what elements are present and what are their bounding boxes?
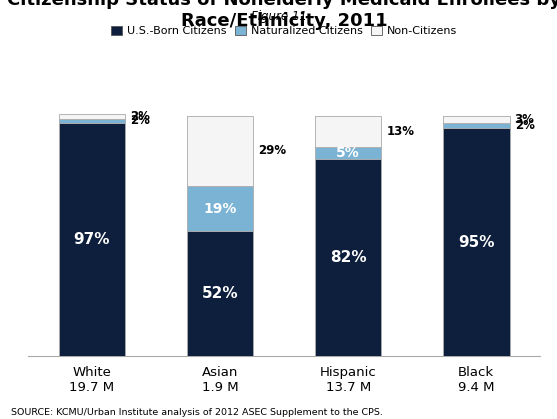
Bar xyxy=(58,119,125,123)
Text: 13%: 13% xyxy=(387,125,414,138)
Bar xyxy=(58,123,125,356)
Title: Citizenship Status of Nonelderly Medicaid Enrollees by
Race/Ethnicity, 2011: Citizenship Status of Nonelderly Medicai… xyxy=(7,0,557,29)
Bar xyxy=(187,231,253,356)
Legend: U.S.-Born Citizens, Naturalized Citizens, Non-Citizens: U.S.-Born Citizens, Naturalized Citizens… xyxy=(109,24,460,39)
Bar xyxy=(443,116,510,123)
Text: 5%: 5% xyxy=(336,146,360,160)
Bar xyxy=(443,123,510,128)
Text: 2%: 2% xyxy=(130,110,150,123)
Bar xyxy=(187,116,253,186)
Text: SOURCE: KCMU/Urban Institute analysis of 2012 ASEC Supplement to the CPS.: SOURCE: KCMU/Urban Institute analysis of… xyxy=(11,408,383,417)
Text: 19%: 19% xyxy=(203,202,237,215)
Text: 95%: 95% xyxy=(458,235,495,250)
Bar xyxy=(187,186,253,231)
Text: 3%: 3% xyxy=(515,113,535,126)
Text: 2%: 2% xyxy=(515,119,535,132)
Bar xyxy=(315,159,382,356)
Text: Figure 11: Figure 11 xyxy=(251,10,306,23)
Text: 2%: 2% xyxy=(130,114,150,127)
Text: 97%: 97% xyxy=(74,232,110,247)
Bar xyxy=(443,128,510,356)
Text: 82%: 82% xyxy=(330,250,367,265)
Bar xyxy=(315,116,382,147)
Text: 52%: 52% xyxy=(202,286,238,301)
Text: 29%: 29% xyxy=(258,145,286,158)
Bar xyxy=(58,114,125,119)
Bar xyxy=(315,147,382,159)
